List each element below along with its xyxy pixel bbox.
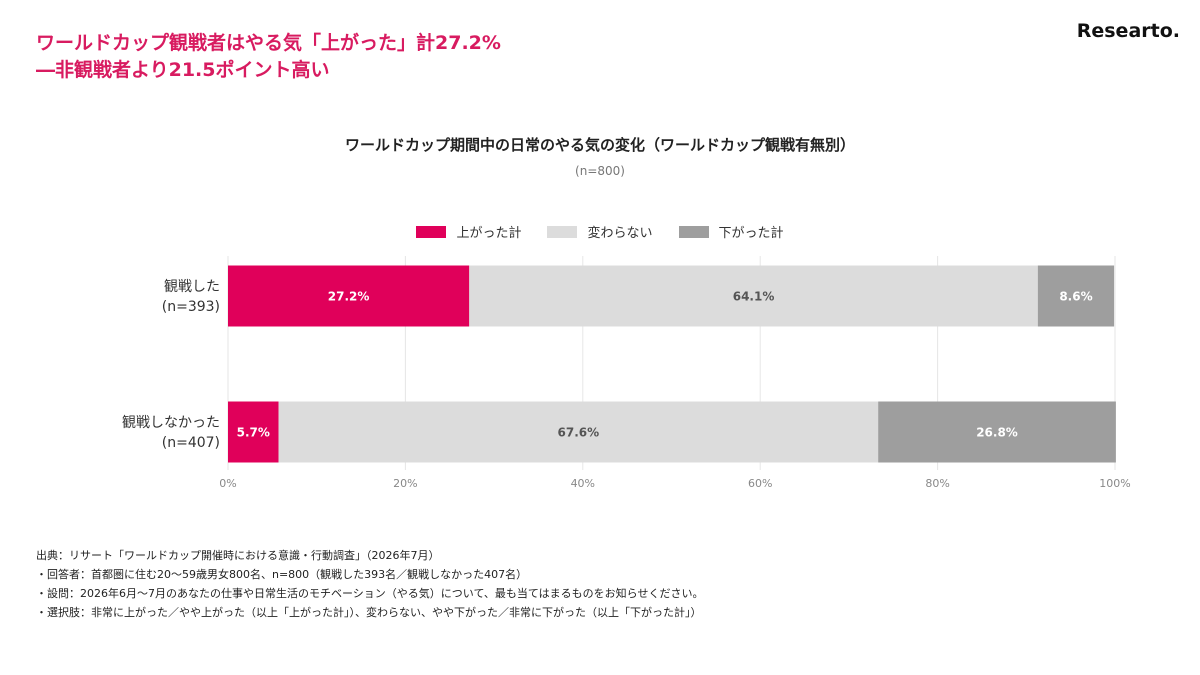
legend-label-same: 変わらない [587, 226, 653, 241]
bar-segment [469, 265, 1038, 327]
data-label: 8.6% [1059, 290, 1092, 304]
legend-swatch-same [547, 225, 578, 238]
data-label: 67.6% [558, 426, 600, 440]
source-notes: 出典：リサート「ワールドカップ開催時における意識・行動調査」（2026年7月） … [36, 546, 703, 622]
brand-logo: Researto. [1076, 20, 1180, 42]
bar-segment [878, 401, 1116, 463]
chart-subtitle: (n=800) [575, 164, 625, 178]
headline: ワールドカップ観戦者はやる気「上がった」計27.2% ―非観戦者より21.5ポイ… [36, 30, 501, 84]
chart-legend: 上がった計 変わらない 下がった計 [0, 222, 1200, 241]
x-tick-label: 80% [925, 477, 949, 490]
note-options: ・選択肢：非常に上がった／やや上がった（以上「上がった計」）、変わらない、やや下… [36, 606, 702, 619]
legend-item-down: 下がった計 [678, 222, 784, 241]
legend-swatch-up [416, 225, 447, 238]
category-label: 観戦しなかった [122, 414, 220, 431]
chart-title: ワールドカップ期間中の日常のやる気の変化（ワールドカップ観戦有無別） [344, 136, 855, 154]
data-label: 27.2% [328, 290, 370, 304]
data-label: 5.7% [237, 426, 270, 440]
legend-swatch-down [678, 225, 709, 238]
x-tick-label: 20% [393, 477, 417, 490]
note-source: 出典：リサート「ワールドカップ開催時における意識・行動調査」（2026年7月） [36, 549, 440, 562]
data-label: 64.1% [733, 290, 775, 304]
data-label: 26.8% [976, 426, 1018, 440]
bar-segment [228, 265, 470, 327]
note-respondents: ・回答者：首都圏に住む20～59歳男女800名、n=800（観戦した393名／観… [36, 568, 528, 581]
bar-segment [228, 401, 279, 463]
legend-label-up: 上がった計 [456, 226, 522, 241]
x-tick-label: 100% [1099, 477, 1130, 490]
category-n-label: (n=407) [162, 435, 220, 451]
x-tick-label: 40% [571, 477, 595, 490]
note-question: ・設問：2026年6月～7月のあなたの仕事や日常生活のモチベーション（やる気）に… [36, 587, 704, 600]
legend-item-same: 変わらない [547, 222, 653, 241]
legend-label-down: 下がった計 [718, 226, 784, 241]
headline-line-1: ワールドカップ観戦者はやる気「上がった」計27.2% [36, 32, 501, 54]
category-label: 観戦した [164, 278, 220, 295]
category-n-label: (n=393) [162, 299, 220, 315]
legend-item-up: 上がった計 [416, 222, 521, 241]
bar-segment [1037, 265, 1115, 327]
x-tick-label: 60% [748, 477, 772, 490]
x-tick-label: 0% [219, 477, 236, 490]
bar-segment [278, 401, 879, 463]
headline-line-2: ―非観戦者より21.5ポイント高い [36, 59, 330, 81]
